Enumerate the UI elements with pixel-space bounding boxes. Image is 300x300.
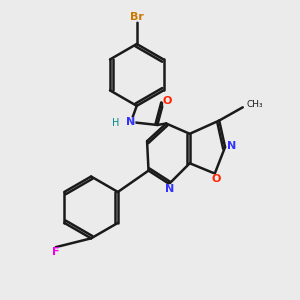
Text: N: N	[126, 117, 136, 127]
Text: N: N	[164, 184, 174, 194]
Text: O: O	[212, 174, 221, 184]
Text: O: O	[163, 96, 172, 106]
Text: CH₃: CH₃	[246, 100, 263, 109]
Text: N: N	[227, 141, 236, 151]
Text: H: H	[112, 118, 120, 128]
Text: F: F	[52, 248, 59, 257]
Text: Br: Br	[130, 12, 144, 22]
